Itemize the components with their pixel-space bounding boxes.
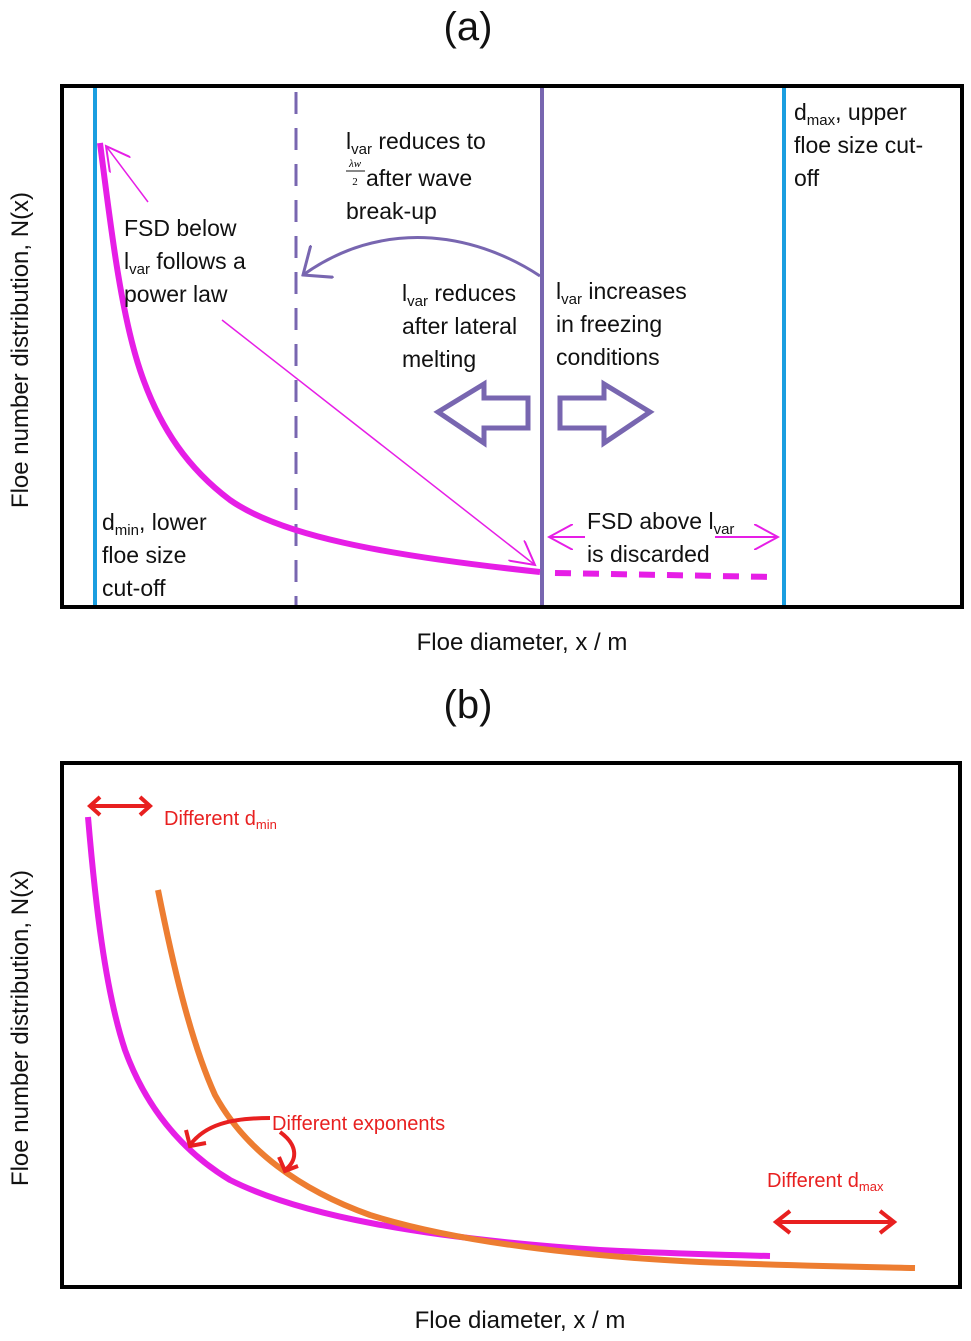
different-dmax-label: Different dmax: [767, 1170, 884, 1194]
panel-b-title: (b): [444, 683, 493, 727]
panel-b-frame: [60, 761, 962, 1289]
dmax-double-arrow: [772, 1209, 898, 1235]
dmin-double-arrow: [87, 795, 153, 817]
panel-a: (a) FSD below lvar follows a power law l…: [7, 5, 964, 656]
dmax-label: dmax, upper floe size cut- off: [794, 99, 930, 191]
panel-a-x-axis-label: Floe diameter, x / m: [417, 629, 628, 656]
different-dmin-label: Different dmin: [164, 808, 277, 832]
lvar-wave-label: lvar reduces to after wave break-up: [346, 128, 492, 224]
fsd-below-label: FSD below lvar follows a power law: [124, 215, 252, 307]
svg-text:λw: λw: [348, 158, 362, 170]
fsd-curve-magenta: [85, 816, 771, 1259]
fsd-curve-orange: [155, 889, 916, 1271]
lvar-pointer-arrow: [221, 319, 535, 565]
freezing-right-arrow-icon: [557, 379, 655, 448]
panel-b-y-axis-label: Floe number distribution, N(x): [7, 870, 34, 1186]
lvar-freeze-label: lvar increases in freezing conditions: [556, 278, 693, 370]
lambda-fraction: λw 2: [346, 158, 365, 188]
lvar-melt-label: lvar reduces after lateral melting: [402, 280, 523, 372]
dmin-label: dmin, lower floe size cut-off: [102, 509, 213, 601]
svg-text:2: 2: [352, 176, 358, 188]
panel-a-y-axis-label: Floe number distribution, N(x): [7, 192, 34, 508]
panel-a-title: (a): [444, 5, 493, 49]
power-law-pointer-arrow: [106, 146, 149, 203]
wave-breakup-arrow: [303, 236, 541, 276]
panel-b: (b) Different dmin Different exponents D…: [7, 683, 962, 1334]
melting-left-arrow-icon: [433, 379, 531, 448]
fsd-above-label: FSD above lvar is discarded: [587, 508, 741, 567]
fsd-discarded-curve: [554, 570, 775, 580]
panel-b-x-axis-label: Floe diameter, x / m: [415, 1307, 626, 1334]
exponent-arrows: [184, 1116, 299, 1174]
different-exponents-label: Different exponents: [272, 1113, 445, 1135]
panel-a-frame: [60, 84, 964, 609]
fsd-power-law-curve: [97, 142, 541, 575]
